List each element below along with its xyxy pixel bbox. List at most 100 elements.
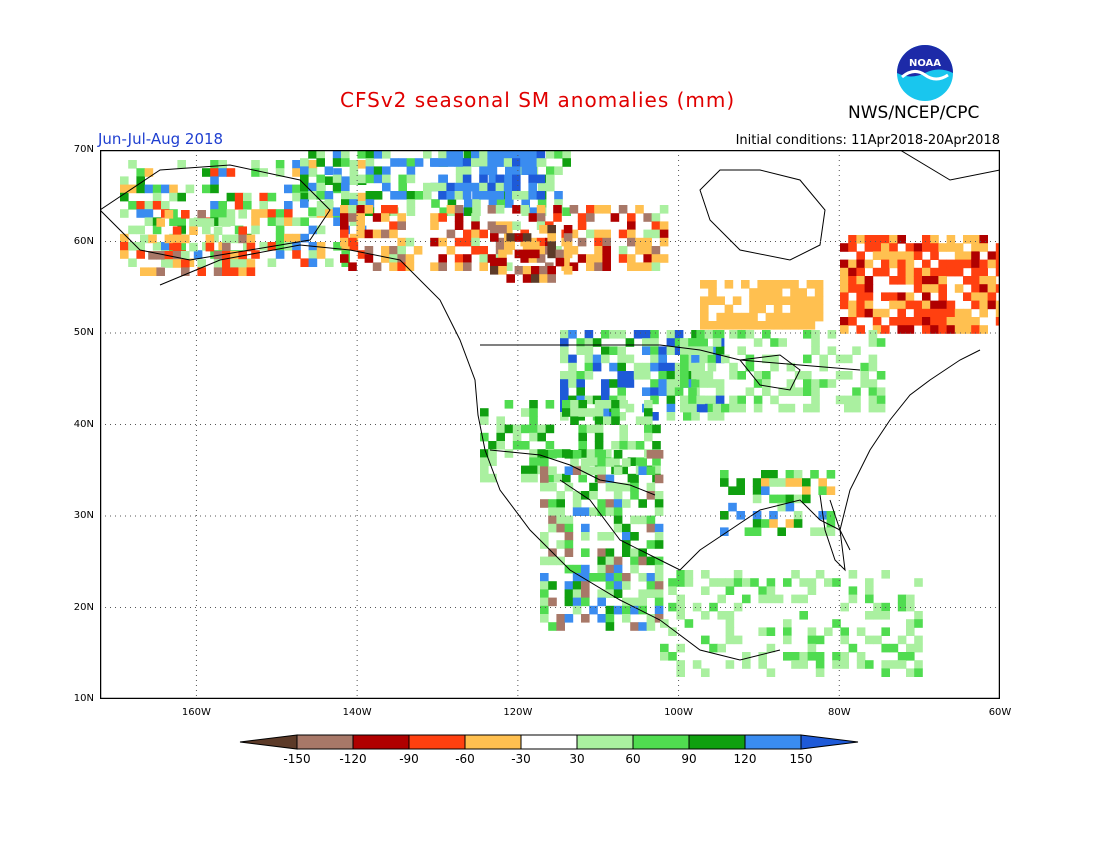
lat-tick-label: 30N <box>73 510 94 521</box>
anomaly-cell <box>644 424 653 434</box>
anomaly-cell <box>643 246 652 255</box>
colorbar-tick-label: -90 <box>399 752 419 766</box>
anomaly-cell <box>292 233 301 243</box>
anomaly-cell <box>987 259 997 269</box>
anomaly-cell <box>381 229 390 239</box>
anomaly-cell <box>786 387 796 396</box>
anomaly-cell <box>684 570 694 579</box>
anomaly-cell <box>905 276 915 285</box>
anomaly-cell <box>995 284 1000 293</box>
anomaly-cell <box>586 424 596 434</box>
anomaly-cell <box>613 466 623 475</box>
anomaly-cell <box>479 254 488 263</box>
anomaly-cell <box>826 519 836 528</box>
anomaly-cell <box>769 511 778 520</box>
anomaly-cell <box>613 523 623 533</box>
colorbar-high-arrow <box>800 734 859 750</box>
anomaly-cell <box>505 199 514 208</box>
anomaly-cell <box>658 346 667 355</box>
anomaly-cell <box>529 416 538 425</box>
coastline <box>819 494 846 572</box>
anomaly-cell <box>169 184 178 194</box>
anomaly-cell <box>602 229 611 239</box>
anomaly-cell <box>704 330 714 339</box>
anomaly-cell <box>562 473 571 483</box>
anomaly-cell <box>810 527 819 536</box>
anomaly-cell <box>349 168 359 177</box>
anomaly-cell <box>752 519 762 528</box>
anomaly-cell <box>930 284 939 293</box>
anomaly-cell <box>597 548 606 557</box>
anomaly-cell <box>308 150 317 159</box>
anomaly-cell <box>553 473 563 483</box>
anomaly-cell <box>546 150 555 159</box>
anomaly-cell <box>594 205 603 214</box>
anomaly-cell <box>446 150 455 159</box>
anomaly-cell <box>692 660 702 669</box>
lat-tick-label: 10N <box>73 693 94 704</box>
anomaly-cell <box>914 660 923 669</box>
anomaly-cell <box>708 321 717 330</box>
anomaly-cell <box>512 182 521 192</box>
anomaly-cell <box>652 465 661 475</box>
anomaly-cell <box>340 254 349 263</box>
anomaly-cell <box>564 581 574 590</box>
anomaly-cell <box>169 209 178 218</box>
anomaly-cell <box>210 201 219 210</box>
anomaly-cell <box>744 527 754 536</box>
anomaly-cell <box>238 259 247 268</box>
anomaly-cell <box>652 424 661 434</box>
anomaly-cell <box>389 262 398 271</box>
anomaly-cell <box>581 458 590 467</box>
anomaly-cell <box>172 242 182 252</box>
anomaly-cell <box>971 276 980 285</box>
anomaly-cell <box>995 300 1000 310</box>
anomaly-cell <box>651 221 661 230</box>
anomaly-cell <box>617 395 626 405</box>
anomaly-cell <box>807 652 817 661</box>
anomaly-cell <box>732 296 742 305</box>
anomaly-cell <box>462 182 472 192</box>
anomaly-cell <box>316 158 325 167</box>
anomaly-cell <box>536 191 546 200</box>
anomaly-cell <box>597 573 606 582</box>
anomaly-cell <box>156 251 165 260</box>
anomaly-cell <box>564 532 574 541</box>
anomaly-cell <box>922 317 931 326</box>
anomaly-cell <box>650 412 659 421</box>
anomaly-cell <box>913 284 923 293</box>
noaa-logo: NOAA <box>897 45 953 101</box>
anomaly-cell <box>680 403 689 413</box>
anomaly-cell <box>578 432 587 442</box>
anomaly-cell <box>761 486 770 495</box>
graticule <box>100 150 1000 699</box>
anomaly-cell <box>856 308 865 318</box>
anomaly-cell <box>668 586 677 595</box>
anomaly-cell <box>709 578 718 587</box>
anomaly-cell <box>658 387 667 396</box>
anomaly-cell <box>480 408 489 417</box>
anomaly-cell <box>844 403 853 413</box>
anomaly-cell <box>819 354 828 364</box>
anomaly-cell <box>597 458 606 467</box>
anomaly-cell <box>464 150 473 159</box>
anomaly-cell <box>646 523 656 533</box>
anomaly-cell <box>848 276 857 285</box>
anomaly-cell <box>431 199 440 208</box>
anomaly-cell <box>622 482 631 492</box>
anomaly-cell <box>644 432 653 442</box>
anomaly-cell <box>733 578 743 587</box>
anomaly-cell <box>522 249 532 259</box>
anomaly-cell <box>528 213 538 222</box>
anomaly-cell <box>646 622 656 631</box>
anomaly-cell <box>906 594 915 604</box>
anomaly-cell <box>382 150 391 159</box>
anomaly-cell <box>793 511 803 520</box>
anomaly-cell <box>577 213 587 222</box>
anomaly-cell <box>979 235 988 244</box>
anomaly-cell <box>592 354 602 364</box>
anomaly-cell <box>716 296 725 305</box>
anomaly-cell <box>540 532 549 541</box>
colorbar-tick-label: 60 <box>625 752 641 766</box>
anomaly-cell <box>609 395 618 405</box>
